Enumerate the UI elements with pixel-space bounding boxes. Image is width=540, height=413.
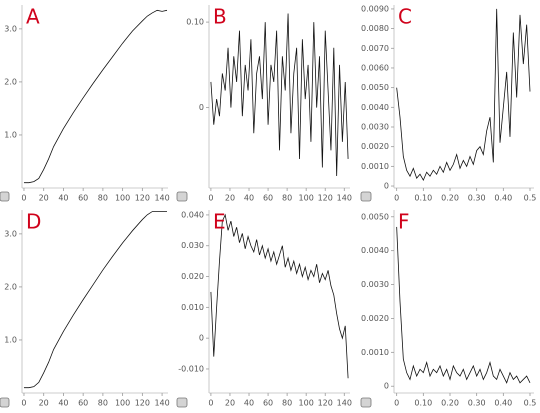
x-tick-label: 0.20 bbox=[441, 399, 459, 408]
y-tick-label: 0 bbox=[384, 382, 389, 391]
x-tick-label: 100 bbox=[299, 194, 314, 203]
x-tick-label: 120 bbox=[135, 399, 150, 408]
x-tick-label: 0.10 bbox=[414, 194, 432, 203]
x-tick-label: 140 bbox=[154, 399, 169, 408]
panel-label: C bbox=[398, 5, 412, 29]
y-tick-label: 1.0 bbox=[4, 335, 17, 344]
x-tick-label: 100 bbox=[115, 194, 130, 203]
y-tick-label: 1.0 bbox=[4, 130, 17, 139]
y-tick-label: 3.0 bbox=[4, 24, 17, 33]
x-tick-label: 20 bbox=[225, 194, 235, 203]
x-tick-label: 0.40 bbox=[494, 194, 512, 203]
x-tick-label: 60 bbox=[263, 194, 273, 203]
y-tick-label: 0.0070 bbox=[361, 44, 389, 53]
x-tick-label: 0 bbox=[394, 399, 399, 408]
x-tick-label: 100 bbox=[299, 399, 314, 408]
panel-label: A bbox=[26, 5, 40, 29]
data-line bbox=[396, 8, 531, 182]
x-tick-label: 0 bbox=[394, 194, 399, 203]
panel-button[interactable] bbox=[176, 191, 188, 202]
panel-label: D bbox=[26, 210, 41, 234]
panel-label: B bbox=[213, 5, 227, 29]
panel-button[interactable] bbox=[176, 397, 188, 408]
x-tick-label: 20 bbox=[39, 399, 49, 408]
x-tick-label: 140 bbox=[337, 194, 352, 203]
x-tick-label: 80 bbox=[98, 194, 108, 203]
y-tick-label: 0.0080 bbox=[361, 24, 389, 33]
x-tick-label: 0.20 bbox=[441, 194, 459, 203]
x-tick-label: 60 bbox=[78, 194, 88, 203]
y-tick-label: 0.020 bbox=[181, 272, 204, 281]
y-tick-label: 0.030 bbox=[181, 241, 204, 250]
x-tick-label: 0 bbox=[21, 194, 26, 203]
x-tick-label: 60 bbox=[263, 399, 273, 408]
x-tick-label: 120 bbox=[318, 194, 333, 203]
panel-button[interactable] bbox=[0, 397, 10, 408]
y-tick-label: 3.0 bbox=[4, 229, 17, 238]
panel-label: E bbox=[213, 210, 226, 234]
x-tick-label: 0.30 bbox=[468, 194, 486, 203]
x-tick-label: 0 bbox=[208, 194, 213, 203]
y-tick-label: 0.0030 bbox=[361, 280, 389, 289]
x-tick-label: 0.40 bbox=[494, 399, 512, 408]
y-tick-label: 0.0090 bbox=[361, 4, 389, 13]
x-tick-label: 60 bbox=[78, 399, 88, 408]
x-tick-label: 0.30 bbox=[468, 399, 486, 408]
y-tick-label: 0.0050 bbox=[361, 212, 389, 221]
x-tick-label: 0.10 bbox=[414, 399, 432, 408]
x-tick-label: 40 bbox=[58, 399, 68, 408]
y-tick-label: 0.0010 bbox=[361, 348, 389, 357]
x-tick-label: 120 bbox=[318, 399, 333, 408]
x-tick-label: 0.5 bbox=[524, 194, 537, 203]
data-line bbox=[396, 226, 531, 384]
y-tick-label: 0.10 bbox=[186, 18, 204, 27]
data-line bbox=[23, 211, 168, 389]
data-line bbox=[23, 9, 168, 184]
y-tick-label: 0 bbox=[384, 182, 389, 191]
y-tick-label: 0.0020 bbox=[361, 142, 389, 151]
y-tick-label: 0 bbox=[199, 103, 204, 112]
y-tick-label: 0.0030 bbox=[361, 123, 389, 132]
panel-button[interactable] bbox=[360, 191, 372, 202]
x-tick-label: 40 bbox=[58, 194, 68, 203]
x-tick-label: 20 bbox=[39, 194, 49, 203]
x-tick-label: 80 bbox=[98, 399, 108, 408]
y-tick-label: 0.0010 bbox=[361, 162, 389, 171]
y-tick-label: 0.0020 bbox=[361, 314, 389, 323]
y-tick-label: 0.0040 bbox=[361, 103, 389, 112]
y-tick-label: 0 bbox=[199, 334, 204, 343]
x-tick-label: 140 bbox=[337, 399, 352, 408]
x-tick-label: 20 bbox=[225, 399, 235, 408]
x-tick-label: 80 bbox=[282, 194, 292, 203]
y-tick-label: -0.010 bbox=[178, 364, 204, 373]
x-tick-label: 0 bbox=[21, 399, 26, 408]
y-tick-label: 0.0060 bbox=[361, 63, 389, 72]
panel-button[interactable] bbox=[360, 397, 372, 408]
data-line bbox=[210, 213, 349, 379]
x-tick-label: 40 bbox=[244, 194, 254, 203]
x-tick-label: 140 bbox=[154, 194, 169, 203]
y-tick-label: 2.0 bbox=[4, 77, 17, 86]
y-tick-label: 0.010 bbox=[181, 303, 204, 312]
x-tick-label: 0.5 bbox=[524, 399, 537, 408]
data-line bbox=[210, 13, 349, 177]
x-tick-label: 80 bbox=[282, 399, 292, 408]
x-tick-label: 40 bbox=[244, 399, 254, 408]
panel-button[interactable] bbox=[0, 191, 10, 202]
x-tick-label: 100 bbox=[115, 399, 130, 408]
y-tick-label: 0.0040 bbox=[361, 246, 389, 255]
y-tick-label: 0.040 bbox=[181, 210, 204, 219]
x-tick-label: 120 bbox=[135, 194, 150, 203]
x-tick-label: 0 bbox=[208, 399, 213, 408]
y-tick-label: 2.0 bbox=[4, 282, 17, 291]
y-tick-label: 0.0050 bbox=[361, 83, 389, 92]
panel-label: F bbox=[398, 210, 410, 234]
